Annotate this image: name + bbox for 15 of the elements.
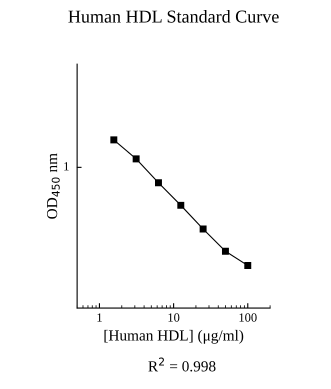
point (200, 226, 207, 232)
point (222, 248, 229, 255)
point (244, 262, 252, 270)
x-tick-label: 100 (239, 313, 257, 322)
y-axis-title: OD$_{450}$ nm (46, 153, 60, 219)
point (132, 155, 140, 162)
text: 1 (64, 162, 69, 170)
x-tick-label: 1 (97, 313, 102, 322)
point (155, 179, 162, 186)
x-axis-title: [Human HDL] (μg/ml) (104, 330, 244, 344)
x-tick-label: 10 (168, 313, 180, 322)
chart-title: Human HDL Standard Curve (68, 10, 279, 23)
point (177, 202, 184, 209)
point (110, 136, 118, 144)
text: R$^{2}$ = 0.998 (148, 358, 216, 372)
